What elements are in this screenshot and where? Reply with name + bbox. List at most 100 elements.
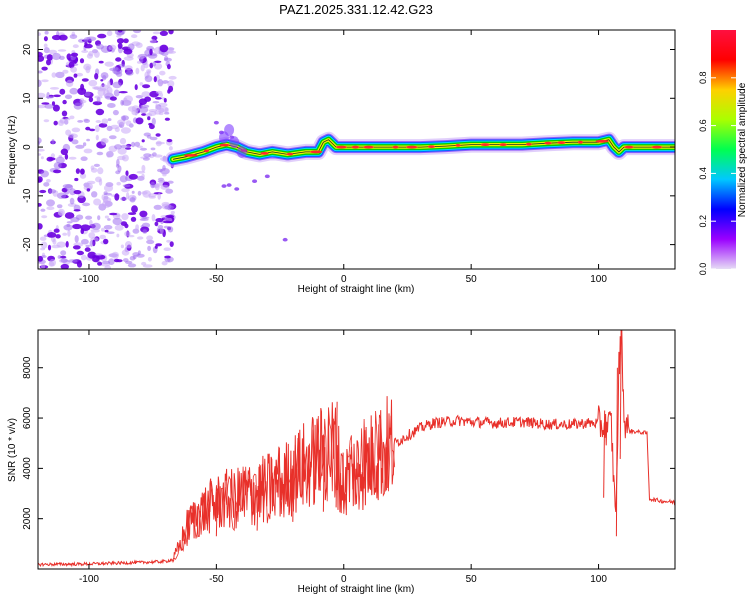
heatmap-noise-blob: [79, 98, 85, 102]
heatmap-noise-blob: [40, 247, 46, 251]
heatmap-noise-blob: [69, 115, 75, 120]
heatmap-noise-blob: [80, 156, 88, 161]
heatmap-noise-blob: [106, 30, 113, 37]
heatmap-artifact: [221, 184, 227, 188]
heatmap-noise-blob: [80, 254, 87, 261]
heatmap-noise-blob: [77, 120, 84, 123]
heatmap-noise-blob: [141, 113, 147, 116]
track-blob: [236, 145, 247, 158]
heatmap-noise-blob: [136, 170, 146, 174]
heatmap-noise-blob: [166, 239, 171, 243]
heatmap-noise-blob: [85, 215, 93, 220]
heatmap-noise-blob: [147, 245, 152, 251]
y-tick-label: -20: [22, 237, 33, 252]
heatmap-noise-blob: [91, 222, 101, 231]
heatmap-noise-blob: [70, 52, 79, 57]
heatmap-noise-blob: [83, 119, 91, 123]
heatmap-noise-blob: [155, 218, 164, 223]
heatmap-noise-blob: [64, 94, 73, 100]
heatmap-noise-blob: [41, 66, 48, 71]
heatmap-noise-blob: [116, 38, 125, 44]
heatmap-noise-blob: [112, 217, 123, 226]
heatmap-noise-blob: [161, 261, 168, 266]
snr-x-ticks: -100 -50 0 50 100: [79, 330, 607, 585]
heatmap-noise-blob: [167, 89, 171, 94]
heatmap-noise-blob: [112, 109, 119, 116]
heatmap-noise-blob: [164, 205, 175, 210]
heatmap-noise-blob: [114, 144, 122, 150]
snr-spike: [256, 485, 259, 531]
heatmap-noise-blob: [166, 47, 174, 54]
heatmap-noise-blob: [101, 227, 105, 232]
heatmap-noise-blob: [67, 229, 71, 237]
heatmap-noise-blob: [170, 210, 175, 215]
heatmap-noise-blob: [158, 108, 165, 113]
heatmap-noise-blob: [116, 259, 123, 263]
y-tick-label: 8000: [22, 356, 33, 379]
heatmap-noise-blob: [137, 54, 145, 60]
heatmap-noise-blob: [76, 250, 85, 256]
heatmap-noise-blob: [76, 261, 83, 268]
heatmap-signal-track: [165, 123, 675, 168]
heatmap-noise-blob: [65, 79, 74, 87]
heatmap-noise-blob: [41, 79, 49, 83]
heatmap-noise-blob: [151, 214, 156, 222]
heatmap-noise-blob: [56, 192, 67, 199]
heatmap-noise-blob: [103, 238, 109, 245]
x-tick-label: 50: [466, 274, 478, 285]
heatmap-noise-blob: [81, 238, 89, 245]
heatmap-noise-blob: [164, 117, 170, 121]
heatmap-noise-blob: [153, 204, 162, 210]
x-tick-label: 100: [590, 274, 607, 285]
heatmap-noise-blob: [147, 70, 151, 77]
heatmap-noise-blob: [106, 153, 111, 158]
heatmap-noise-blob: [121, 188, 130, 193]
x-tick-label: 0: [341, 274, 347, 285]
heatmap-noise-blob: [38, 176, 43, 183]
heatmap-noise-blob: [56, 204, 63, 209]
heatmap-noise-blob: [69, 197, 75, 205]
track-peak: [219, 143, 230, 147]
heatmap-noise-blob: [104, 61, 114, 67]
heatmap-noise-blob: [83, 43, 93, 49]
heatmap-noise-blob: [108, 44, 117, 51]
heatmap-noise-blob: [142, 157, 150, 161]
heatmap-noise-blob: [67, 203, 77, 207]
colorbar-tick-label: 0.6: [698, 119, 708, 132]
x-tick-label: 100: [590, 574, 607, 585]
colorbar-tick-label: 0.8: [698, 72, 708, 85]
track-peak: [499, 143, 507, 147]
heatmap-noise-blob: [123, 48, 133, 55]
heatmap-noise-blob: [148, 109, 157, 112]
heatmap-noise-blob: [120, 99, 125, 106]
heatmap-noise-blob: [164, 111, 170, 115]
heatmap-noise-blob: [159, 30, 168, 36]
heatmap-noise-blob: [69, 34, 78, 39]
heatmap-noise-blob: [125, 241, 132, 249]
heatmap-noise-blob: [118, 91, 128, 94]
heatmap-noise-blob: [165, 214, 175, 218]
heatmap-noise-blob: [38, 104, 46, 109]
heatmap-noise-blob: [153, 76, 157, 83]
heatmap-noise-blob: [91, 191, 98, 198]
heatmap-noise-blob: [104, 215, 109, 219]
heatmap-noise-blob: [100, 79, 104, 82]
heatmap-noise-blob: [146, 239, 155, 245]
x-tick-label: -50: [209, 574, 224, 585]
heatmap-noise-blob: [38, 32, 42, 36]
heatmap-noise-blob: [73, 209, 81, 212]
heatmap-noise-blob: [48, 189, 57, 194]
heatmap-noise-blob: [97, 215, 101, 221]
heatmap-noise-region: [38, 30, 288, 269]
heatmap-noise-blob: [79, 58, 85, 64]
heatmap-noise-blob: [61, 110, 68, 117]
heatmap-noise-blob: [70, 134, 74, 138]
x-tick-label: 0: [341, 574, 347, 585]
snr-spike: [603, 410, 606, 498]
heatmap-noise-blob: [94, 253, 103, 256]
heatmap-noise-blob: [120, 244, 124, 249]
track-peak: [363, 145, 374, 149]
spectrogram-frame: [37, 29, 676, 270]
